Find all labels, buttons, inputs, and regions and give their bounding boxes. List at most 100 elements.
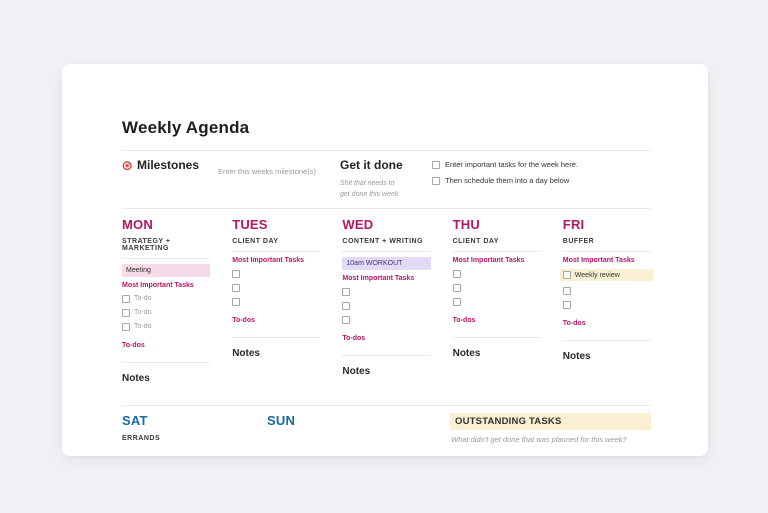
- day-subtitle: STRATEGY + MARKETING: [122, 238, 171, 252]
- milestones-heading: Milestones: [122, 158, 218, 172]
- todo-item: [342, 287, 430, 296]
- divider: [232, 337, 321, 338]
- todo-label: To-do: [134, 323, 152, 330]
- most-important-tasks-label: Most Important Tasks: [562, 257, 635, 264]
- todo-item: To-do: [122, 308, 210, 317]
- milestones-heading-block: Milestones: [122, 158, 218, 202]
- todo-label: To-do: [134, 309, 152, 316]
- todo-item: [342, 315, 430, 324]
- checkbox-icon[interactable]: [562, 300, 571, 309]
- weekly-agenda-card: Weekly Agenda Milestones Enter this week…: [62, 64, 708, 456]
- todos-heading: To-dos: [122, 342, 145, 349]
- day-name: TUES: [232, 217, 268, 232]
- divider: [122, 258, 211, 259]
- week-task-label: Enter important tasks for the week here.: [445, 160, 578, 169]
- todos-heading: To-dos: [452, 317, 476, 324]
- milestone-placeholder: Enter this weeks milestone(s): [218, 167, 316, 176]
- todo-label: Weekly review: [574, 271, 620, 279]
- day-name: MON: [122, 217, 153, 232]
- todo-item: [232, 283, 320, 292]
- checkbox-icon[interactable]: [432, 176, 440, 185]
- checkbox-icon[interactable]: [342, 287, 351, 296]
- day-subtitle: BUFFER: [562, 238, 595, 245]
- most-important-tasks-label: Most Important Tasks: [452, 257, 525, 264]
- checkbox-icon[interactable]: [452, 297, 461, 306]
- notes-heading: Notes: [122, 373, 150, 384]
- checkbox-icon[interactable]: [432, 160, 440, 169]
- divider: [122, 362, 211, 363]
- most-important-tasks-label: Most Important Tasks: [232, 257, 305, 264]
- divider: [122, 405, 651, 406]
- week-task-label: Then schedule them into a day below: [445, 176, 570, 185]
- checkbox-icon[interactable]: [122, 308, 130, 317]
- day-subtitle: ERRANDS: [122, 435, 161, 442]
- notes-heading: Notes: [562, 351, 591, 362]
- get-it-done-block: Get it done Shit that needs to get done …: [340, 158, 432, 202]
- outstanding-tasks-subtitle: What didn't get done that was planned fo…: [451, 435, 627, 444]
- todo-label: To-do: [134, 295, 152, 302]
- checkbox-icon[interactable]: [232, 297, 241, 306]
- outstanding-tasks-title: OUTSTANDING TASKS: [450, 413, 651, 430]
- divider: [232, 251, 321, 252]
- day-name: WED: [342, 217, 374, 232]
- day-name: THU: [452, 217, 480, 232]
- milestone-input[interactable]: Enter this weeks milestone(s): [218, 158, 340, 202]
- checkbox-icon[interactable]: [452, 283, 461, 292]
- most-important-tasks-label: Most Important Tasks: [122, 282, 194, 289]
- checkbox-icon[interactable]: [562, 271, 571, 279]
- divider: [562, 251, 651, 252]
- divider: [452, 337, 541, 338]
- day-subtitle: CLIENT DAY: [232, 238, 279, 245]
- checkbox-icon[interactable]: [122, 294, 130, 303]
- todo-item: [452, 269, 541, 278]
- notes-heading: Notes: [342, 366, 371, 377]
- divider: [342, 251, 431, 252]
- todo-item: [562, 300, 651, 309]
- milestones-row: Milestones Enter this weeks milestone(s)…: [122, 158, 651, 202]
- todo-item: [232, 297, 320, 306]
- todo-item: To-do: [122, 322, 210, 331]
- day-column-mon: MON STRATEGY + MARKETING Meeting Most Im…: [122, 217, 211, 405]
- day-subtitle: CLIENT DAY: [452, 238, 499, 245]
- todo-item: [342, 301, 430, 310]
- todo-item: [452, 283, 541, 292]
- checkbox-icon[interactable]: [562, 286, 571, 295]
- checkbox-icon[interactable]: [232, 269, 241, 278]
- todo-item-weekly-review[interactable]: Weekly review: [559, 269, 653, 281]
- event-workout[interactable]: 10am WORKOUT: [342, 257, 431, 270]
- notes-heading: Notes: [452, 348, 481, 359]
- todo-item: [562, 286, 651, 295]
- day-column-tues: TUES CLIENT DAY Most Important Tasks To-…: [232, 217, 321, 405]
- todos-heading: To-dos: [342, 335, 366, 342]
- checkbox-icon[interactable]: [342, 301, 351, 310]
- checkbox-icon[interactable]: [122, 322, 130, 331]
- notes-heading: Notes: [232, 348, 260, 359]
- milestones-title: Milestones: [137, 158, 200, 172]
- day-column-sat: SAT ERRANDS: [122, 413, 267, 444]
- get-it-done-title: Get it done: [340, 158, 403, 172]
- page-title: Weekly Agenda: [122, 118, 250, 137]
- day-column-sun: SUN: [267, 413, 450, 444]
- weekday-grid: MON STRATEGY + MARKETING Meeting Most Im…: [122, 217, 653, 405]
- todos-heading: To-dos: [562, 320, 586, 327]
- divider: [452, 251, 541, 252]
- todo-item: [452, 297, 541, 306]
- day-column-thu: THU CLIENT DAY Most Important Tasks To-d…: [452, 217, 541, 405]
- outstanding-tasks-block: OUTSTANDING TASKS What didn't get done t…: [450, 413, 651, 444]
- get-it-done-subtitle: Shit that needs to get done this week: [340, 180, 399, 198]
- checkbox-icon[interactable]: [342, 315, 351, 324]
- day-name: SUN: [267, 413, 296, 428]
- day-subtitle: CONTENT + WRITING: [342, 238, 424, 245]
- week-task-item: Enter important tasks for the week here.: [432, 160, 651, 169]
- divider: [562, 340, 651, 341]
- day-name: FRI: [562, 217, 585, 232]
- event-meeting[interactable]: Meeting: [122, 264, 211, 277]
- most-important-tasks-label: Most Important Tasks: [342, 275, 415, 282]
- day-column-wed: WED CONTENT + WRITING 10am WORKOUT Most …: [342, 217, 431, 405]
- checkbox-icon[interactable]: [452, 269, 461, 278]
- todo-item: [232, 269, 320, 278]
- checkbox-icon[interactable]: [232, 283, 241, 292]
- day-name: SAT: [122, 413, 148, 428]
- day-column-fri: FRI BUFFER Most Important Tasks Weekly r…: [559, 217, 653, 405]
- target-icon: [122, 160, 132, 170]
